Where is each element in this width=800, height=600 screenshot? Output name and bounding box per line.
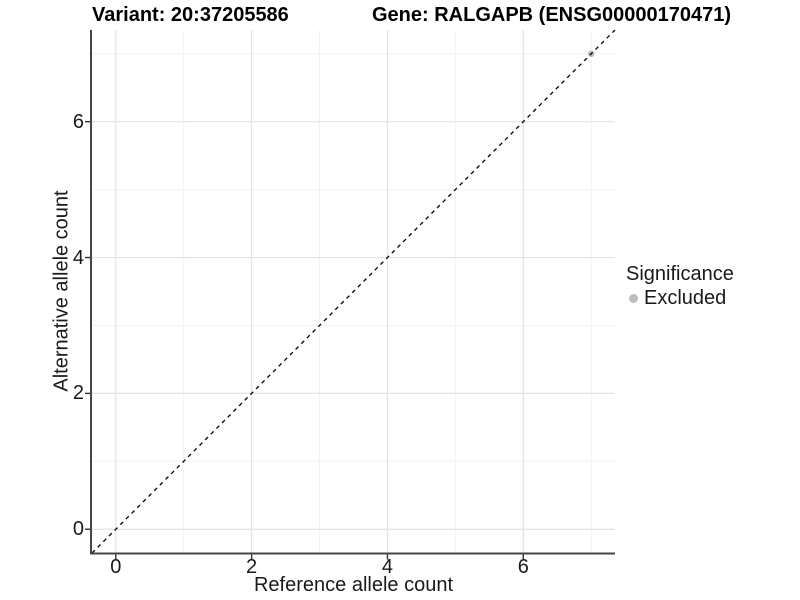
- legend-point-icon: [629, 293, 638, 303]
- identity-line: [91, 29, 616, 554]
- x-tick-label: 0: [110, 556, 122, 578]
- y-tick-label: 6: [72, 110, 84, 133]
- legend-item-excluded: Excluded: [626, 287, 734, 309]
- y-axis-title: Alternative allele count: [50, 190, 73, 392]
- x-tick-label: 4: [381, 556, 394, 578]
- y-tick-label: 0: [72, 518, 84, 541]
- variant-title: Variant: 20:37205586: [92, 4, 289, 26]
- x-tick-label: 6: [517, 556, 529, 578]
- x-tick-label: 2: [246, 556, 258, 578]
- gene-title: Gene: RALGAPB (ENSG00000170471): [372, 4, 732, 26]
- y-tick-label: 4: [72, 246, 84, 269]
- y-tick-label: 2: [72, 382, 84, 405]
- legend-title: Significance: [626, 263, 734, 285]
- x-axis-title: Reference allele count: [253, 574, 453, 596]
- legend: Significance Excluded: [626, 262, 734, 309]
- legend-item-label: Excluded: [644, 287, 727, 309]
